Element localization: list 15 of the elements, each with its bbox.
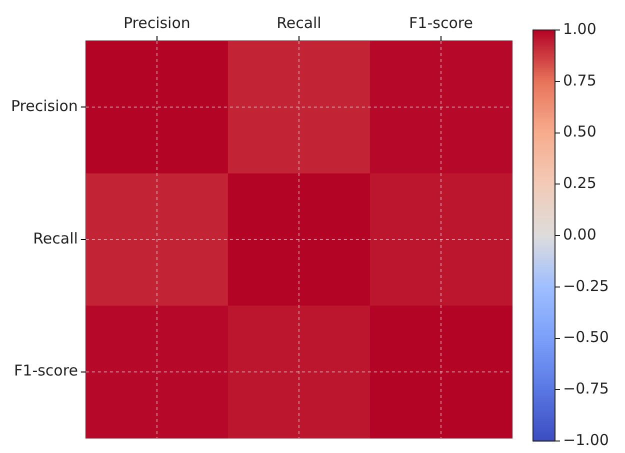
color-bar-label: 0.25 <box>563 174 596 192</box>
color-bar-label: 0.50 <box>563 122 596 141</box>
y-tick-label: Recall <box>33 229 78 248</box>
color-bar-label: −0.50 <box>563 328 609 346</box>
color-bar-label: 0.00 <box>563 225 596 244</box>
color-bar-label: 1.00 <box>563 20 596 38</box>
x-tick-label: Precision <box>123 14 190 32</box>
x-tick-label: Recall <box>276 14 322 32</box>
color-bar-label: 0.75 <box>563 71 596 90</box>
color-bar-label: −0.25 <box>563 276 609 295</box>
y-tick-label: F1-score <box>14 362 78 380</box>
color-bar-label: −0.75 <box>563 380 609 398</box>
color-bar-label: −1.00 <box>563 430 609 449</box>
x-tick-label: F1-score <box>409 14 473 32</box>
y-tick-label: Precision <box>10 97 78 116</box>
